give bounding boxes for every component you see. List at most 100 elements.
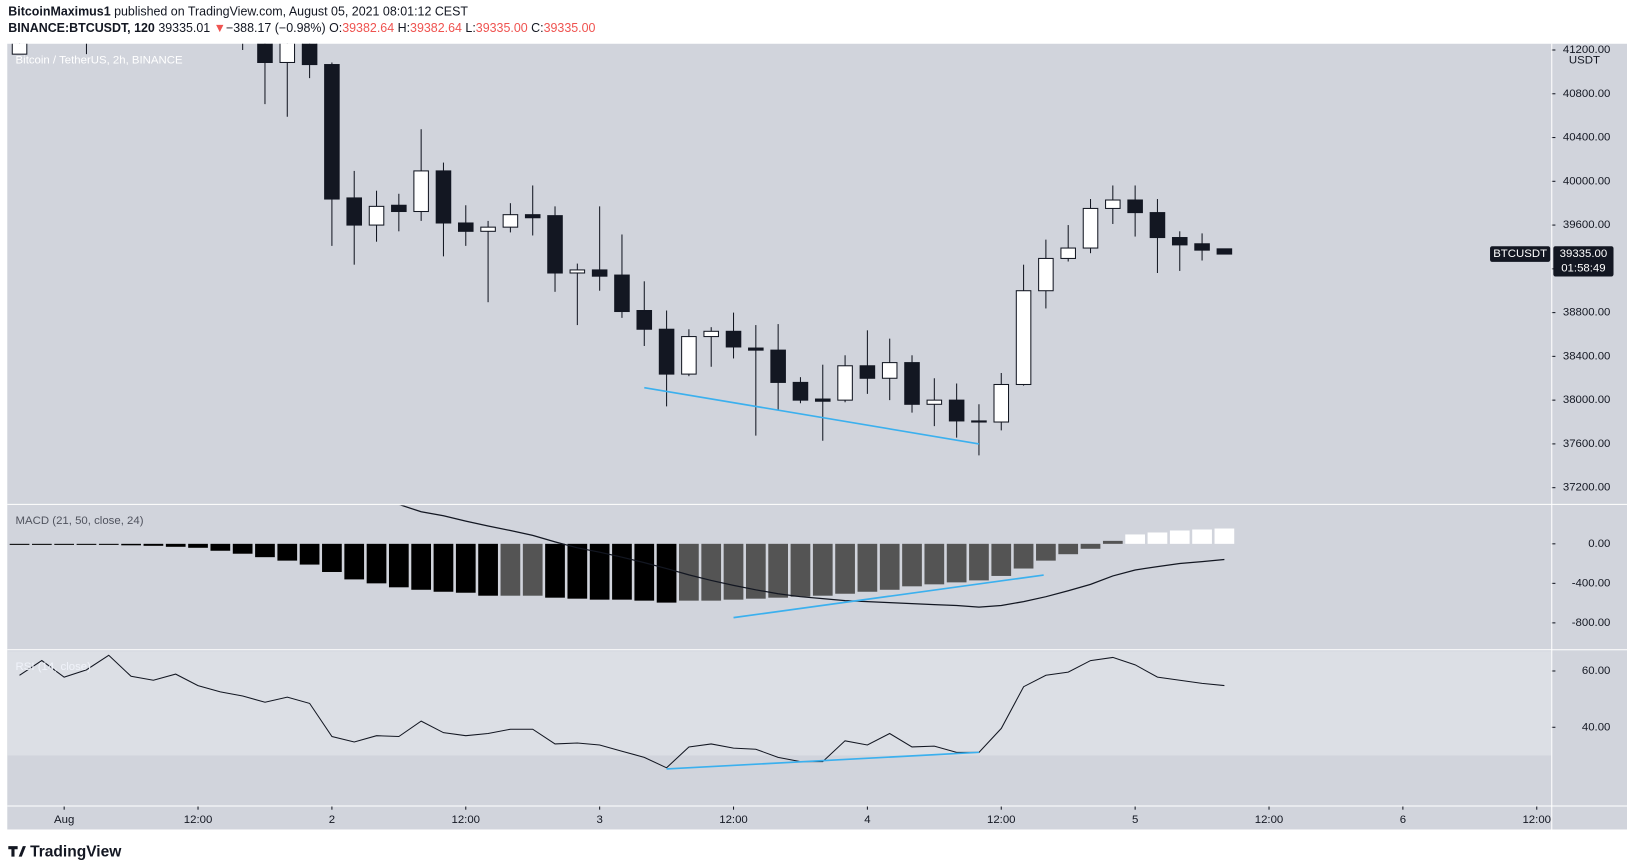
macd-histogram-bar [835,543,855,594]
macd-histogram-bar [1036,543,1056,561]
y-tick-label: 0.00 [1588,538,1610,550]
y-tick-label: 40400.00 [1563,132,1611,144]
y-tick-label: -400.00 [1572,577,1611,589]
rsi-legend: RSI (14, close) [16,661,92,673]
macd-histogram-bar [679,543,699,601]
candle-body [636,310,653,330]
y-tick-label: 37200.00 [1563,482,1611,494]
candle-body [435,170,452,224]
macd-histogram-bar [1147,532,1168,544]
last: 39335.01 [158,21,210,35]
y-tick-label: 60.00 [1582,665,1611,677]
macd-histogram-bar [723,543,744,600]
macd-histogram-bar [1080,543,1101,549]
unit: USDT [1569,54,1600,66]
brand: TradingView [30,844,122,861]
macd-histogram-bar [322,543,342,572]
candle-body [279,43,296,63]
candle-body [368,205,385,226]
candle-body [703,330,719,338]
macd-histogram-bar [344,543,365,580]
macd-histogram-bar [31,543,52,545]
candle-body [502,214,519,228]
macd-histogram-bar [522,543,543,596]
candle-body [457,222,474,232]
price-tag-countdown: 01:58:49 [1561,263,1605,275]
c-value: 39335.00 [544,21,596,35]
macd-histogram-bar [188,543,208,548]
y-tick-label: 40000.00 [1563,175,1611,187]
candle-body [681,336,697,375]
published: published on TradingView.com, August 05,… [114,5,468,19]
macd-histogram-bar [1102,540,1123,544]
macd-histogram-bar [1214,528,1235,544]
candle-body [346,197,362,226]
macd-histogram-bar [1169,530,1190,544]
x-tick-label: 2 [329,814,335,826]
candle-body [391,204,407,213]
macd-histogram-bar [433,543,454,592]
price-pane [11,43,1233,456]
macd-histogram-bar [612,543,632,600]
x-tick-label: 12:00 [1255,814,1284,826]
c-key: C: [531,21,543,35]
candle-body [257,43,273,63]
macd-histogram-bar [232,543,253,554]
candle-body [725,330,742,348]
candle-body [859,365,876,379]
trend-line [666,751,979,770]
footer-logo: TradingView [8,844,122,861]
l-key: L: [465,21,475,35]
candle-body [11,43,28,55]
header-bg [0,0,1627,44]
candle-body [301,43,318,66]
macd-histogram-bar [76,543,97,545]
x-tick-label: 12:00 [1522,814,1551,826]
macd-histogram-bar [902,543,922,587]
candle-body [1082,207,1099,249]
macd-histogram-bar [701,543,722,601]
macd-histogram-bar [98,543,119,545]
macd-histogram-bar [9,543,30,545]
macd-histogram-bar [366,543,387,584]
candle-body [324,64,340,200]
x-tick-label: 12:00 [719,814,748,826]
x-tick-label: Aug [54,814,74,826]
macd-histogram-bar [1192,529,1212,544]
price-tag-value: 39335.00 [1560,248,1608,260]
trend-line [733,574,1044,619]
candle-body [1194,243,1210,251]
macd-histogram-bar [500,543,521,596]
macd-histogram-bar [991,543,1012,576]
y-tick-label: 41200.00 [1563,44,1611,56]
y-tick-label: 38400.00 [1563,350,1611,362]
macd-histogram-bar [790,543,811,597]
axes: 41200.00 40800.00 40400.00 40000.00 39600.00… [54,44,1614,826]
price-legend: Bitcoin / TetherUS, 2h, BINANCE [16,54,183,66]
x-tick-label: 6 [1400,814,1406,826]
candle-body [547,215,563,274]
candle-body [614,274,630,313]
macd-histogram-bar [165,543,186,547]
symbol: BINANCE:BTCUSDT, 120 [8,21,155,35]
y-tick-label: 37600.00 [1563,438,1611,450]
macd-histogram-bar [121,543,141,546]
macd-histogram-bar [277,543,298,561]
macd-histogram-bar [299,543,320,565]
candle-body [971,420,987,423]
macd-histogram-bar [924,543,945,585]
price-tag-bg [1553,246,1614,277]
macd-histogram-bar [143,543,164,546]
macd-histogram-bar [589,543,610,600]
y-tick-label: 38000.00 [1563,394,1611,406]
macd-histogram-bar [545,543,565,598]
candle-body [926,399,943,405]
candle-body [1149,212,1166,239]
ohlc-line: BINANCE:BTCUSDT, 120 39335.01 ▼−388.17 (… [8,21,595,35]
macd-histogram-bar [1125,534,1145,544]
h-value: 39382.64 [410,21,462,35]
publisher: BitcoinMaximus1 [8,5,110,19]
macd-histogram-bar [411,543,432,590]
macd-histogram-bar [768,543,789,598]
